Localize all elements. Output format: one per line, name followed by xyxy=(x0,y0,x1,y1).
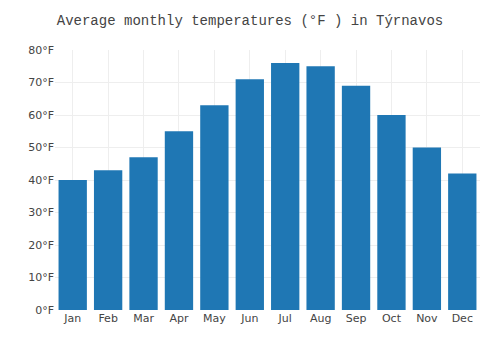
svg-text:70°F: 70°F xyxy=(28,76,54,89)
svg-text:Nov: Nov xyxy=(416,312,438,325)
svg-text:Jul: Jul xyxy=(278,312,292,325)
svg-text:May: May xyxy=(203,312,226,325)
svg-text:40°F: 40°F xyxy=(28,174,54,187)
svg-text:20°F: 20°F xyxy=(28,239,54,252)
svg-text:Average monthly temperatures (: Average monthly temperatures (°F ) in Tý… xyxy=(57,13,443,29)
svg-text:80°F: 80°F xyxy=(28,44,54,57)
svg-text:Jan: Jan xyxy=(63,312,81,325)
svg-text:60°F: 60°F xyxy=(28,109,54,122)
svg-text:Feb: Feb xyxy=(98,312,117,325)
svg-text:10°F: 10°F xyxy=(28,271,54,284)
svg-text:50°F: 50°F xyxy=(28,141,54,154)
svg-text:30°F: 30°F xyxy=(28,206,54,219)
svg-text:Jun: Jun xyxy=(240,312,258,325)
svg-text:0°F: 0°F xyxy=(35,304,54,317)
svg-text:Apr: Apr xyxy=(169,312,189,325)
svg-text:Oct: Oct xyxy=(382,312,402,325)
svg-text:Aug: Aug xyxy=(310,312,331,325)
svg-text:Sep: Sep xyxy=(346,312,367,325)
svg-text:Dec: Dec xyxy=(452,312,473,325)
svg-text:Mar: Mar xyxy=(133,312,154,325)
